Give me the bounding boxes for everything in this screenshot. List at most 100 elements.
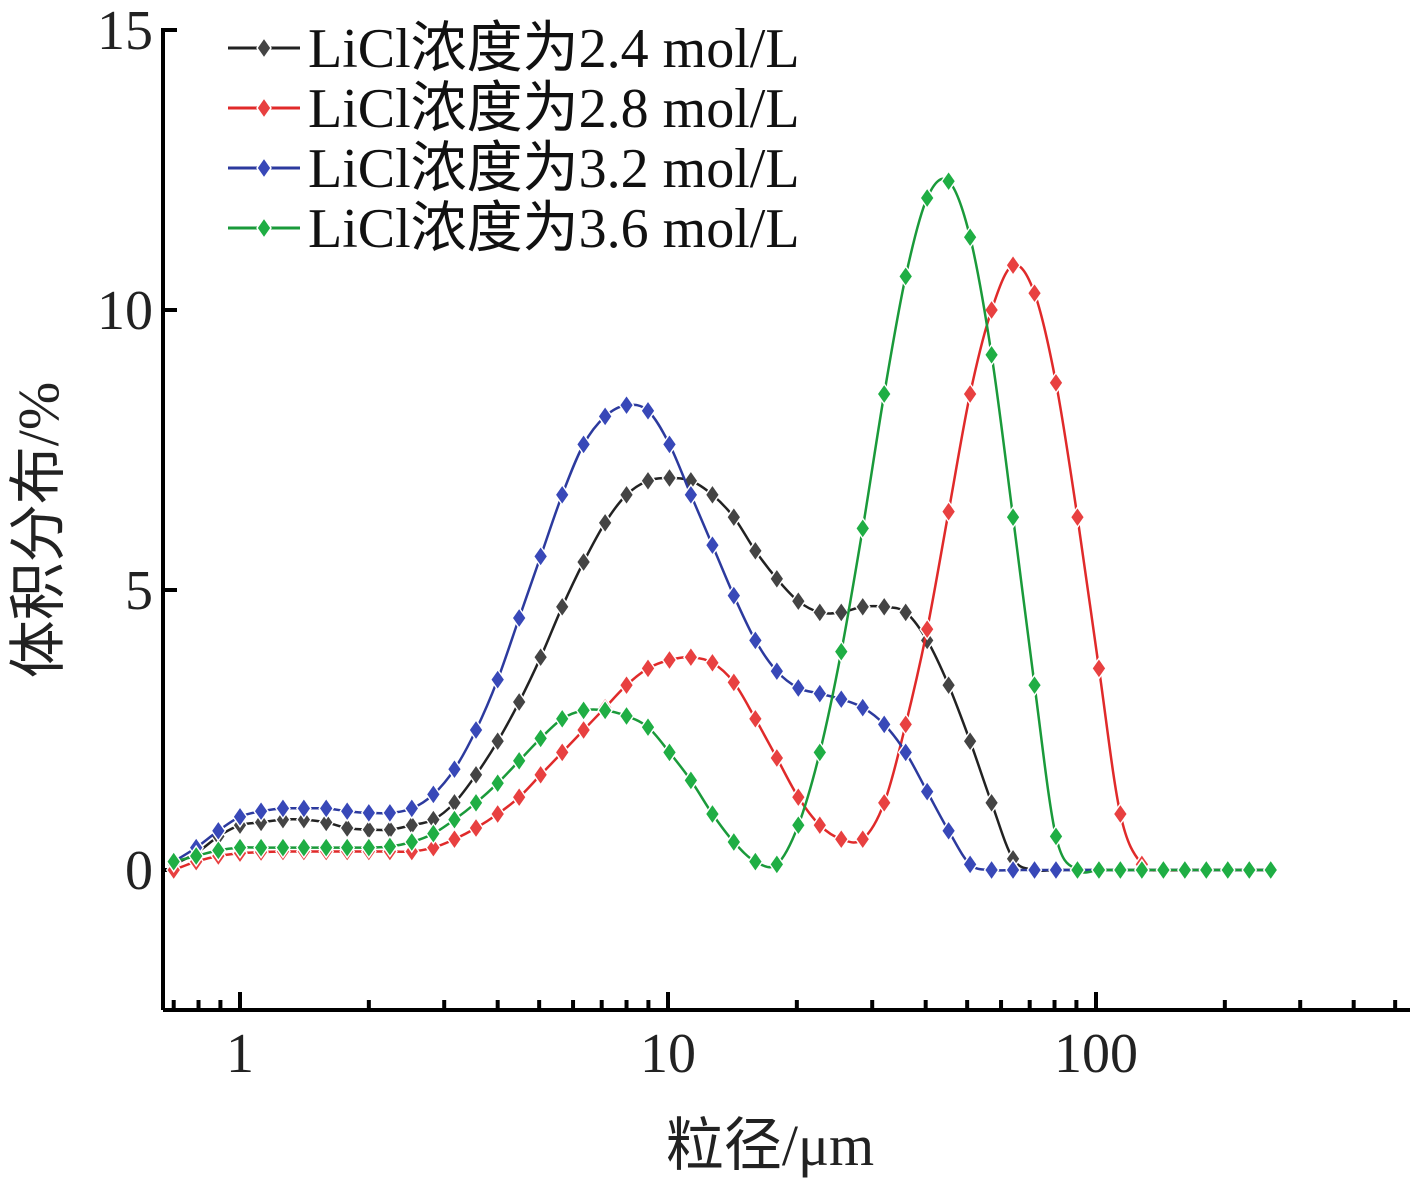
data-point bbox=[597, 511, 613, 535]
x-ticks: 1 10 100 bbox=[171, 992, 1398, 1085]
data-point bbox=[919, 780, 936, 803]
data-point bbox=[275, 836, 291, 859]
data-point bbox=[919, 617, 936, 641]
series-3 bbox=[165, 393, 1279, 882]
data-point bbox=[468, 816, 484, 840]
series-line bbox=[173, 403, 1271, 872]
data-point bbox=[747, 539, 764, 563]
series-4 bbox=[165, 169, 1279, 882]
data-point bbox=[532, 763, 549, 787]
data-point bbox=[661, 433, 678, 456]
data-point bbox=[1069, 858, 1086, 882]
data-point bbox=[275, 797, 291, 820]
data-point bbox=[940, 500, 957, 523]
data-point bbox=[983, 858, 1000, 882]
y-tick-label: 0 bbox=[125, 840, 153, 902]
data-point bbox=[296, 836, 312, 859]
data-point bbox=[339, 799, 356, 823]
data-point bbox=[768, 567, 785, 591]
data-point bbox=[554, 741, 571, 764]
data-point bbox=[854, 827, 871, 851]
series-line bbox=[173, 476, 1271, 873]
x-tick-label: 1 bbox=[226, 1023, 254, 1085]
data-point bbox=[833, 687, 850, 711]
data-point bbox=[318, 797, 335, 820]
data-point bbox=[511, 606, 528, 630]
data-point bbox=[1241, 858, 1258, 882]
legend-marker bbox=[256, 36, 272, 60]
series-1 bbox=[165, 466, 1279, 882]
data-point bbox=[640, 469, 656, 493]
data-point bbox=[1177, 858, 1193, 882]
data-point bbox=[854, 696, 871, 719]
data-point bbox=[403, 797, 420, 820]
data-point bbox=[962, 225, 978, 249]
data-point bbox=[747, 850, 764, 873]
data-point bbox=[683, 645, 699, 669]
data-point bbox=[188, 844, 205, 868]
data-point bbox=[511, 749, 528, 773]
data-point bbox=[940, 819, 957, 843]
y-tick-label: 10 bbox=[97, 280, 153, 342]
data-point bbox=[618, 393, 635, 417]
data-point bbox=[165, 850, 182, 873]
data-point bbox=[554, 595, 571, 619]
data-point bbox=[747, 629, 764, 652]
data-point bbox=[360, 836, 377, 859]
data-point bbox=[532, 727, 549, 750]
data-point bbox=[339, 836, 356, 859]
data-point bbox=[1112, 802, 1129, 826]
data-point bbox=[575, 699, 592, 722]
x-axis-title: 粒径/μm bbox=[666, 1113, 874, 1178]
data-point bbox=[618, 483, 635, 507]
data-point bbox=[897, 741, 914, 764]
data-point bbox=[768, 659, 785, 683]
data-point bbox=[940, 169, 957, 193]
data-point bbox=[790, 676, 807, 700]
data-point bbox=[403, 830, 420, 854]
data-point bbox=[318, 811, 335, 834]
y-axis-title: 体积分布/% bbox=[6, 382, 71, 678]
data-point bbox=[446, 757, 463, 781]
data-point bbox=[640, 399, 656, 423]
data-point bbox=[210, 839, 227, 862]
data-point bbox=[511, 785, 528, 809]
data-point bbox=[1091, 657, 1107, 680]
data-point bbox=[661, 466, 678, 490]
data-point bbox=[1069, 505, 1086, 529]
data-point bbox=[790, 589, 807, 613]
data-point bbox=[446, 827, 463, 851]
data-point bbox=[382, 835, 398, 858]
data-point bbox=[1026, 281, 1043, 305]
data-point bbox=[360, 801, 377, 825]
data-point bbox=[876, 382, 893, 406]
data-point bbox=[983, 791, 1000, 815]
data-point bbox=[876, 595, 893, 619]
data-point bbox=[704, 483, 721, 507]
data-point bbox=[489, 729, 506, 753]
legend-label: LiCl浓度为2.8 mol/L bbox=[308, 78, 800, 140]
data-point bbox=[468, 763, 484, 787]
x-tick-label: 100 bbox=[1054, 1023, 1138, 1085]
data-point bbox=[919, 186, 936, 210]
data-point bbox=[382, 801, 398, 825]
data-point bbox=[1048, 371, 1064, 395]
y-tick-label: 15 bbox=[97, 0, 153, 62]
data-point bbox=[897, 265, 914, 288]
data-point bbox=[876, 713, 893, 736]
data-point bbox=[1091, 858, 1107, 882]
data-point bbox=[575, 433, 592, 456]
legend-item: LiCl浓度为3.2 mol/L bbox=[228, 138, 800, 200]
data-point bbox=[232, 836, 248, 859]
data-point bbox=[575, 718, 592, 742]
data-point bbox=[489, 668, 506, 691]
data-point bbox=[532, 545, 549, 568]
x-tick-label: 10 bbox=[640, 1023, 696, 1085]
data-point bbox=[1134, 858, 1150, 882]
data-point bbox=[640, 715, 656, 739]
data-point bbox=[811, 741, 828, 764]
data-point bbox=[597, 405, 613, 428]
data-point bbox=[575, 550, 592, 574]
legend-item: LiCl浓度为3.6 mol/L bbox=[228, 198, 800, 260]
